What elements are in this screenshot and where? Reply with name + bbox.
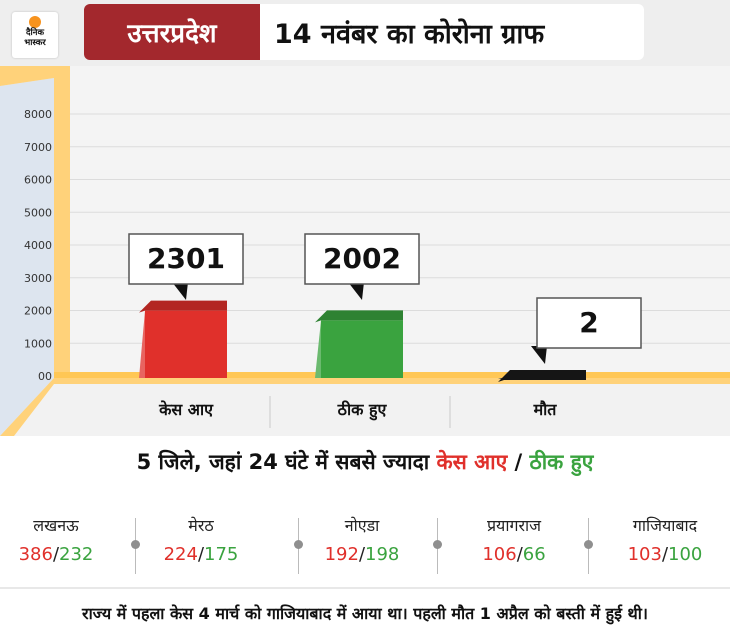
y-tick-label: 4000 bbox=[24, 239, 52, 252]
separator-dot bbox=[294, 540, 303, 549]
district-recovered: 66 bbox=[522, 544, 546, 565]
footer-note: राज्य में पहला केस 4 मार्च को गाजियाबाद … bbox=[0, 587, 730, 637]
separator-line bbox=[584, 518, 593, 574]
district-item: प्रयागराज 106/66 bbox=[441, 514, 587, 565]
district-separator: / bbox=[516, 544, 523, 565]
separator-line bbox=[294, 518, 303, 574]
district-item: मेरठ 224/175 bbox=[128, 514, 274, 565]
chart-wall-top bbox=[0, 66, 54, 86]
chart-floor bbox=[0, 378, 730, 436]
district-separator: / bbox=[197, 544, 205, 565]
district-cases: 224 bbox=[163, 544, 198, 565]
separator-line bbox=[131, 518, 140, 574]
callout-pointer bbox=[172, 282, 188, 300]
y-tick-label: 1000 bbox=[24, 337, 52, 350]
district-cases: 192 bbox=[324, 544, 359, 565]
district-separator: / bbox=[52, 544, 60, 565]
y-tick-label: 6000 bbox=[24, 174, 52, 187]
separator-dot bbox=[584, 540, 593, 549]
districts-title-cases: केस आए bbox=[436, 450, 508, 474]
y-tick-label: 8000 bbox=[24, 108, 52, 121]
x-category-label: केस आए bbox=[158, 400, 214, 419]
y-tick-label: 3000 bbox=[24, 272, 52, 285]
bar bbox=[145, 310, 227, 378]
districts-title: 5 जिले, जहां 24 घंटे में सबसे ज्यादा केस… bbox=[0, 448, 730, 476]
district-name: नोएडा bbox=[344, 516, 380, 535]
state-tag: उत्तरप्रदेश bbox=[84, 4, 260, 60]
separator-line bbox=[433, 518, 442, 574]
district-name: गाजियाबाद bbox=[632, 516, 698, 535]
districts-title-separator: / bbox=[507, 450, 530, 474]
separator-dot bbox=[433, 540, 442, 549]
district-separator: / bbox=[358, 544, 366, 565]
bar-top bbox=[139, 300, 227, 313]
sun-icon bbox=[29, 16, 41, 28]
callout-box bbox=[128, 233, 244, 285]
chart-wall-edge bbox=[54, 66, 70, 378]
logo-line-1: दैनिक bbox=[26, 28, 44, 38]
header: दैनिक भास्कर उत्तरप्रदेश 14 नवंबर का कोर… bbox=[0, 0, 730, 66]
bar-top bbox=[315, 310, 403, 323]
districts-title-recovered: ठीक हुए bbox=[529, 450, 594, 474]
district-item: नोएडा 192/198 bbox=[289, 514, 435, 565]
callout-box bbox=[304, 233, 420, 285]
y-tick-label: 7000 bbox=[24, 141, 52, 154]
district-cases: 106 bbox=[482, 544, 517, 565]
y-tick-label: 5000 bbox=[24, 206, 52, 219]
brand-logo: दैनिक भास्कर bbox=[12, 12, 58, 58]
bar-side bbox=[139, 310, 145, 378]
bar-side bbox=[315, 320, 321, 378]
callout-pointer bbox=[348, 282, 364, 300]
data-label: 2002 bbox=[323, 242, 401, 275]
district-recovered: 232 bbox=[59, 544, 94, 565]
district-recovered: 198 bbox=[365, 544, 400, 565]
x-category-label: मौत bbox=[533, 400, 558, 419]
logo-line-2: भास्कर bbox=[24, 38, 46, 48]
district-cases: 386 bbox=[18, 544, 53, 565]
district-recovered: 175 bbox=[204, 544, 239, 565]
bar-chart: 00 1000 2000 3000 4000 5000 6000 7000 8000 2301 के… bbox=[0, 66, 730, 436]
district-name: प्रयागराज bbox=[486, 516, 542, 535]
data-label: 2 bbox=[579, 306, 598, 339]
y-tick-label: 00 bbox=[38, 370, 52, 383]
page-title: 14 नवंबर का कोरोना ग्राफ bbox=[260, 4, 644, 60]
callout-box bbox=[536, 297, 642, 349]
separator-dot bbox=[131, 540, 140, 549]
y-tick-label: 2000 bbox=[24, 305, 52, 318]
district-recovered: 100 bbox=[668, 544, 703, 565]
bar-top bbox=[498, 370, 586, 382]
district-item: लखनऊ 386/232 bbox=[0, 514, 129, 565]
callout-pointer bbox=[531, 346, 547, 364]
district-item: गाजियाबाद 103/100 bbox=[592, 514, 730, 565]
district-name: लखनऊ bbox=[33, 516, 79, 535]
data-label: 2301 bbox=[147, 242, 225, 275]
district-cases: 103 bbox=[627, 544, 662, 565]
x-category-label: ठीक हुए bbox=[337, 400, 388, 421]
chart-left-wall bbox=[0, 78, 54, 436]
district-separator: / bbox=[661, 544, 669, 565]
district-name: मेरठ bbox=[188, 516, 214, 535]
districts-title-prefix: 5 जिले, जहां 24 घंटे में सबसे ज्यादा bbox=[136, 450, 437, 474]
bar bbox=[321, 320, 403, 378]
